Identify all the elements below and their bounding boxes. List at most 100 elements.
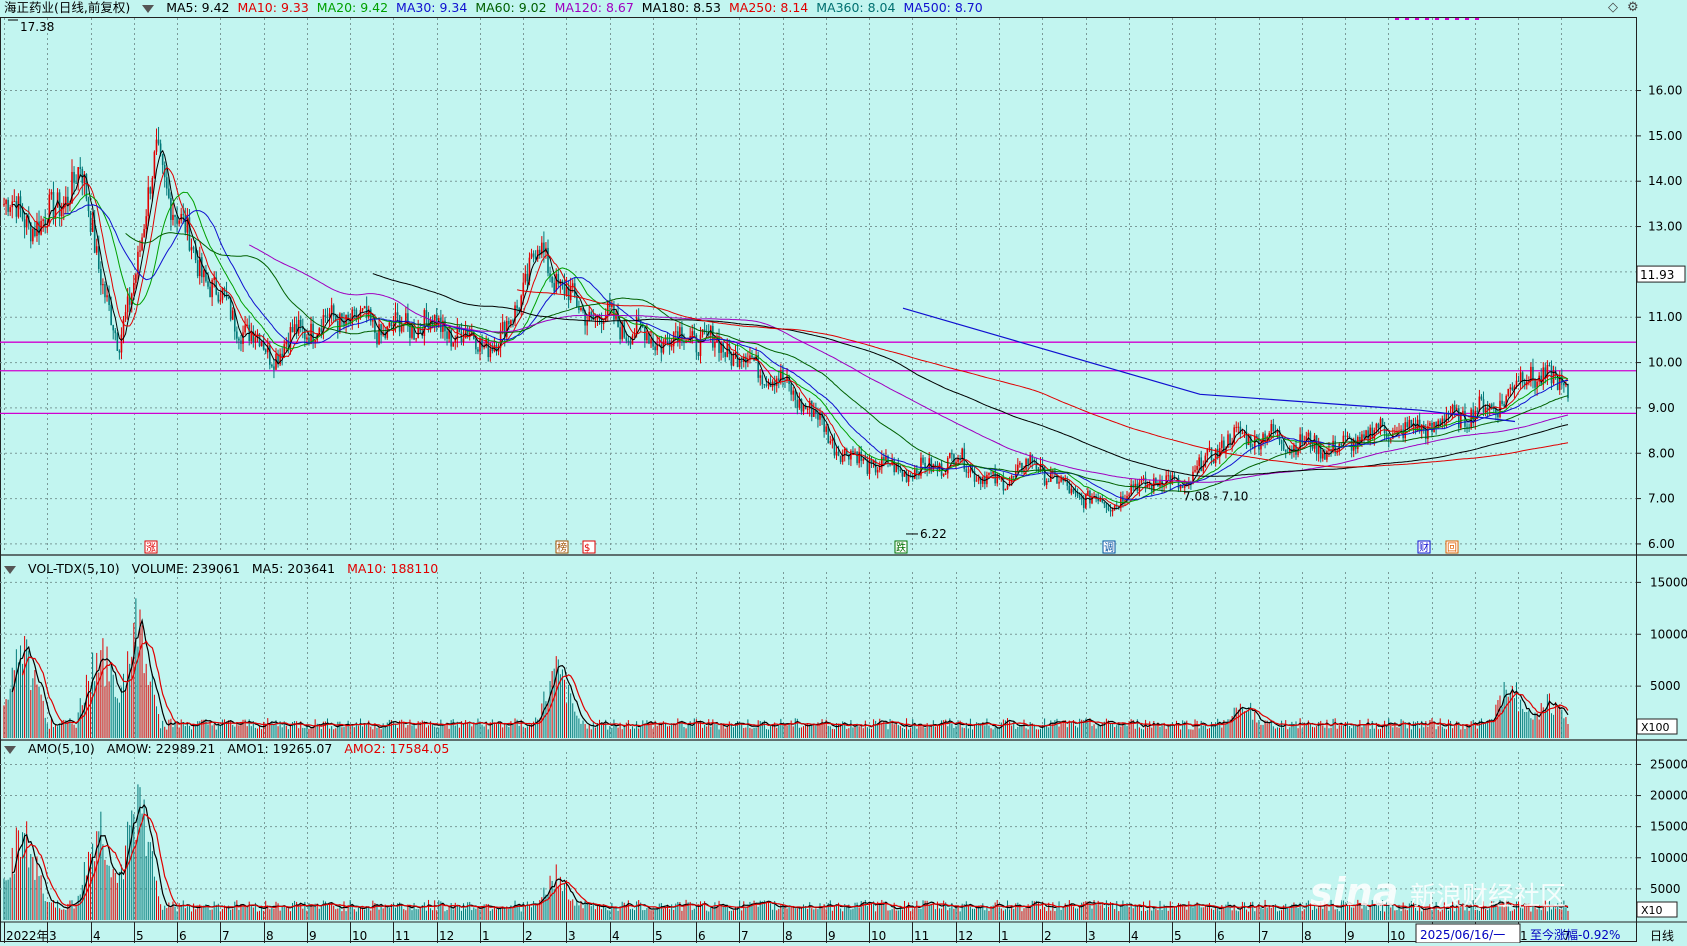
- dropdown-icon[interactable]: [4, 745, 16, 754]
- x-tick-label: 3: [1088, 929, 1096, 943]
- amo-indicator[interactable]: AMO(5,10): [27, 741, 95, 756]
- candle-body: [114, 330, 117, 334]
- candle-body: [1480, 396, 1483, 400]
- vol-indicator[interactable]: VOL-TDX(5,10): [27, 561, 120, 576]
- candle-body: [227, 297, 230, 299]
- amo-y-tick-label: 10000: [1650, 851, 1687, 865]
- candle-body: [1509, 387, 1512, 389]
- candle-body: [1427, 426, 1429, 439]
- candle-body: [503, 321, 506, 338]
- dropdown-icon[interactable]: [4, 565, 16, 574]
- candle-body: [1249, 434, 1252, 448]
- ma10-line[interactable]: [22, 167, 1569, 507]
- candle-body: [112, 325, 115, 331]
- candle-body: [1155, 478, 1157, 484]
- candle-body: [1210, 447, 1213, 460]
- candle-body: [374, 320, 376, 333]
- amo-ma10-line[interactable]: [21, 813, 1569, 909]
- dropdown-icon[interactable]: [142, 4, 155, 13]
- ma250-line[interactable]: [517, 289, 1569, 468]
- candle-body: [322, 315, 325, 332]
- x-tick-label: 8: [1304, 929, 1312, 943]
- candle-body: [670, 346, 673, 348]
- candle-body: [353, 309, 356, 311]
- ma20-line[interactable]: [42, 191, 1569, 504]
- ma30-line[interactable]: [63, 204, 1569, 501]
- candle-body: [130, 293, 133, 305]
- candle-body: [1437, 420, 1439, 428]
- ma-legend-item: MA30: 9.34: [396, 0, 468, 15]
- candle-body: [40, 220, 42, 235]
- candle-body: [485, 338, 487, 347]
- ma180-line[interactable]: [372, 273, 1569, 477]
- settings-icon[interactable]: ⚙: [1627, 0, 1639, 15]
- candle-body: [299, 319, 302, 327]
- vol-ma5-line[interactable]: [11, 618, 1569, 729]
- candle-body: [1208, 447, 1211, 449]
- event-marker[interactable]: [894, 540, 908, 554]
- candle-body: [330, 305, 333, 314]
- candle-body: [32, 229, 34, 242]
- candle-body: [452, 342, 455, 347]
- price-plot[interactable]: 17.38 6.22 7.08 - 7.10 涨 榜 $ 跌 调 财 回: [0, 18, 1636, 554]
- candle-body: [211, 279, 213, 298]
- candle-body: [619, 327, 621, 340]
- ma120-line[interactable]: [248, 244, 1569, 483]
- high-annotation: 17.38: [20, 20, 54, 34]
- event-marker[interactable]: [1102, 540, 1116, 554]
- event-marker[interactable]: [144, 540, 158, 554]
- candle-body: [285, 341, 288, 345]
- candle-body: [889, 463, 891, 466]
- candle-body: [590, 312, 593, 315]
- vol-ma10-line[interactable]: [21, 640, 1569, 727]
- candle-body: [273, 366, 275, 370]
- x-tick-label: 9: [309, 929, 317, 943]
- candle-body: [903, 472, 906, 477]
- candle-body: [388, 322, 391, 327]
- candle-body: [499, 330, 502, 348]
- stock-title[interactable]: 海正药业(日线,前复权): [4, 0, 131, 15]
- price-y-tick-label: 16.00: [1648, 84, 1682, 98]
- price-y-tick-label: 8.00: [1648, 446, 1675, 460]
- candle-body: [868, 459, 871, 474]
- volume-plot[interactable]: [3, 598, 1569, 738]
- candle-body: [588, 312, 591, 322]
- candle-body: [1245, 432, 1248, 446]
- candle-body: [97, 246, 100, 269]
- candle-body: [1080, 497, 1083, 500]
- candle-body: [1563, 382, 1565, 386]
- candle-body: [576, 296, 578, 308]
- candle-body: [1443, 418, 1446, 422]
- candle-body: [668, 340, 671, 347]
- candle-body: [1200, 457, 1203, 472]
- candle-body: [143, 229, 145, 238]
- candle-body: [1066, 478, 1069, 486]
- ma500-line[interactable]: [902, 307, 1516, 423]
- candle-body: [161, 153, 164, 165]
- ma60-line[interactable]: [125, 232, 1569, 493]
- candle-body: [1429, 422, 1431, 427]
- candle-body: [936, 466, 939, 472]
- candle-body: [1455, 408, 1458, 411]
- candle-body: [54, 207, 57, 218]
- candle-body: [1501, 400, 1503, 405]
- candle-body: [508, 320, 510, 325]
- candle-body: [433, 314, 436, 326]
- candle-body: [1295, 445, 1297, 455]
- candle-body: [108, 295, 110, 306]
- diamond-icon[interactable]: ◇: [1608, 0, 1618, 15]
- candle-body: [887, 455, 889, 464]
- candle-body: [1521, 372, 1524, 383]
- candle-body: [920, 457, 922, 476]
- event-marker[interactable]: [555, 540, 569, 554]
- candle-body: [1260, 443, 1262, 450]
- candle-body: [1350, 438, 1353, 451]
- amount-plot[interactable]: [3, 784, 1569, 920]
- event-marker[interactable]: [582, 540, 596, 554]
- event-marker[interactable]: [1445, 540, 1459, 554]
- candle-body: [497, 347, 500, 352]
- candle-body: [1107, 507, 1110, 511]
- candle-body: [363, 306, 366, 309]
- event-marker[interactable]: [1417, 540, 1431, 554]
